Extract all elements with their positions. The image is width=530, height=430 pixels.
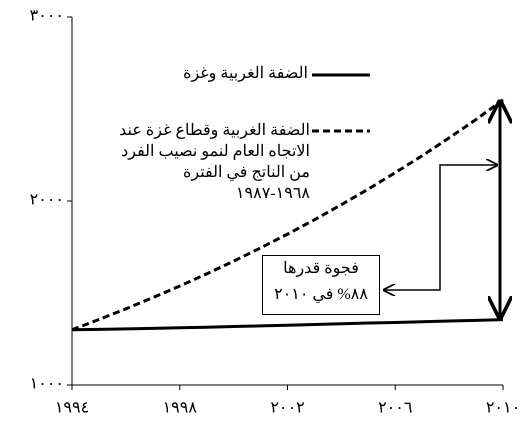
- x-tick-label: ٢٠١٠: [486, 400, 520, 417]
- y-tick-label: ٣٠٠٠: [30, 8, 64, 25]
- x-tick-label: ٢٠٠٦: [378, 400, 412, 417]
- legend-label: الضفة الغربية وغزة: [183, 65, 308, 82]
- series-line: [71, 98, 504, 332]
- annotation-line: فجوة قدرها: [283, 260, 359, 277]
- x-tick-label: ١٩٩٤: [55, 400, 89, 417]
- y-tick-label: ٢٠٠٠: [30, 192, 64, 209]
- annotation-line: ٨٨% في ٢٠١٠: [274, 286, 368, 303]
- x-tick-label: ٢٠٠٢: [270, 400, 304, 417]
- series-line: [71, 318, 504, 332]
- x-tick-label: ١٩٩٨: [163, 400, 198, 417]
- annotation-box: فجوة قدرها ٨٨% في ٢٠١٠: [262, 255, 380, 315]
- callout-arrow: [384, 165, 497, 290]
- legend-label: الضفة الغربية وقطاع غزة عند الاتجاه العا…: [119, 122, 310, 202]
- y-tick-label: ١٠٠٠: [30, 376, 64, 393]
